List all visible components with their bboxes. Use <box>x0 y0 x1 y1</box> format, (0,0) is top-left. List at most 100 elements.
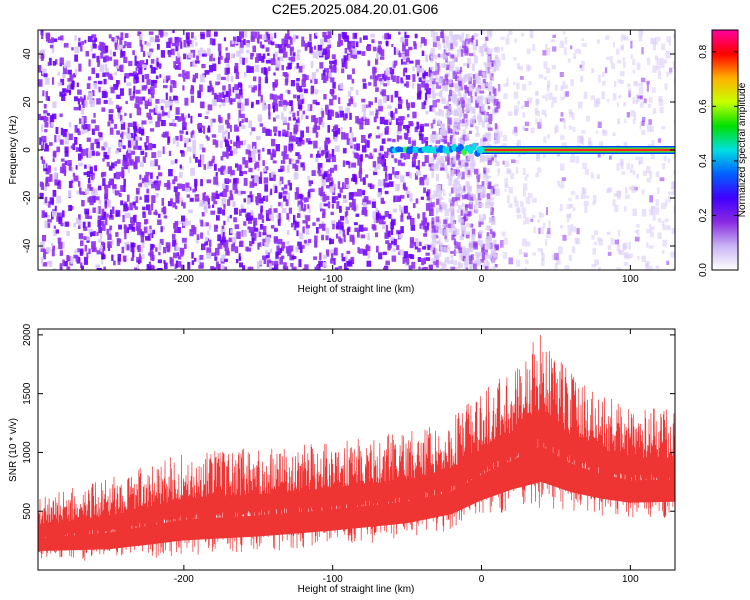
heatmap-cell <box>447 78 453 84</box>
heatmap-cell <box>54 135 57 143</box>
heatmap-cell <box>153 67 156 74</box>
heatmap-cell <box>482 187 486 192</box>
heatmap-cell <box>93 113 96 118</box>
heatmap-cell <box>248 167 253 173</box>
snr-trace <box>38 334 675 561</box>
heatmap-cell <box>450 54 455 59</box>
heatmap-cell <box>199 74 205 83</box>
heatmap-cell <box>423 39 427 46</box>
heatmap-cell <box>129 202 133 211</box>
heatmap-cell <box>401 153 406 158</box>
heatmap-cell <box>60 35 64 41</box>
heatmap-cell <box>244 117 248 123</box>
colorbar-tick-label: 0.2 <box>698 208 709 222</box>
heatmap-cell <box>223 239 229 248</box>
heatmap-cell <box>353 144 356 150</box>
heatmap-cell <box>424 137 429 141</box>
heatmap-cell <box>260 67 264 74</box>
heatmap-cell <box>665 199 668 207</box>
heatmap-cell <box>105 72 110 77</box>
heatmap-cell <box>326 158 331 163</box>
heatmap-cell <box>124 232 127 240</box>
heatmap-cell <box>409 237 415 246</box>
heatmap-cell <box>78 153 82 161</box>
heatmap-cell <box>359 122 364 130</box>
heatmap-cell <box>58 216 63 225</box>
heatmap-cell <box>373 167 378 173</box>
heatmap-cell <box>138 260 141 265</box>
heatmap-cell <box>456 209 460 214</box>
heatmap-cell <box>258 34 262 39</box>
heatmap-cell <box>273 53 275 62</box>
heatmap-cell <box>258 76 262 84</box>
heatmap-cell <box>470 193 474 198</box>
heatmap-cell <box>283 195 287 202</box>
heatmap-cell <box>630 40 633 49</box>
heatmap-cell <box>521 105 524 110</box>
heatmap-cell <box>274 32 277 39</box>
heatmap-cell <box>267 149 271 155</box>
x-tick-label: -200 <box>174 574 194 585</box>
heatmap-cell <box>464 78 468 82</box>
heatmap-cell <box>156 57 159 66</box>
heatmap-cell <box>217 207 222 215</box>
heatmap-cell <box>422 246 426 250</box>
heatmap-cell <box>663 155 667 162</box>
heatmap-cell <box>453 94 458 100</box>
heatmap-cell <box>436 222 441 230</box>
heatmap-cell <box>384 119 389 125</box>
heatmap-cell <box>108 56 113 61</box>
heatmap-cell <box>94 165 98 172</box>
heatmap-cell <box>52 158 55 162</box>
heatmap-cell <box>542 50 547 56</box>
heatmap-cell <box>331 128 334 133</box>
heatmap-cell <box>522 84 527 91</box>
heatmap-cell <box>472 108 476 115</box>
heatmap-cell <box>377 74 382 78</box>
heatmap-cell <box>73 175 79 182</box>
heatmap-cell <box>333 247 338 256</box>
heatmap-cell <box>126 82 132 86</box>
heatmap-cell <box>42 262 48 267</box>
heatmap-cell <box>373 79 377 87</box>
heatmap-cell <box>380 197 384 204</box>
heatmap-cell <box>101 146 106 151</box>
heatmap-cell <box>400 116 405 120</box>
heatmap-cell <box>434 231 439 236</box>
heatmap-cell <box>561 177 566 181</box>
heatmap-cell <box>290 106 294 112</box>
heatmap-cell <box>42 68 47 75</box>
heatmap-cell <box>623 206 627 212</box>
heatmap-cell <box>436 188 439 195</box>
heatmap-cell <box>322 254 327 259</box>
heatmap-cell <box>233 217 237 223</box>
heatmap-cell <box>291 266 297 270</box>
heatmap-cell <box>564 36 568 45</box>
heatmap-cell <box>260 209 263 215</box>
heatmap-cell <box>421 50 425 56</box>
heatmap-cell <box>588 141 593 149</box>
heatmap-cell <box>104 217 108 226</box>
heatmap-cell <box>632 96 635 105</box>
heatmap-cell <box>58 242 63 250</box>
heatmap-cell <box>217 168 222 172</box>
heatmap-cell <box>121 131 124 140</box>
heatmap-cell <box>213 224 218 232</box>
heatmap-cell <box>453 117 459 126</box>
heatmap-cell <box>362 227 368 232</box>
heatmap-cell <box>629 186 633 191</box>
heatmap-cell <box>513 126 518 133</box>
heatmap-cell <box>408 265 413 270</box>
heatmap-cell <box>628 88 631 94</box>
heatmap-cell <box>523 251 527 256</box>
heatmap-cell <box>445 79 449 85</box>
heatmap-cell <box>289 37 293 45</box>
heatmap-cell <box>125 100 128 105</box>
heatmap-cell <box>319 252 322 261</box>
heatmap-cell <box>432 236 436 242</box>
heatmap-cell <box>516 207 520 213</box>
heatmap-cell <box>444 154 447 158</box>
heatmap-cell <box>129 113 132 119</box>
heatmap-cell <box>201 53 207 57</box>
